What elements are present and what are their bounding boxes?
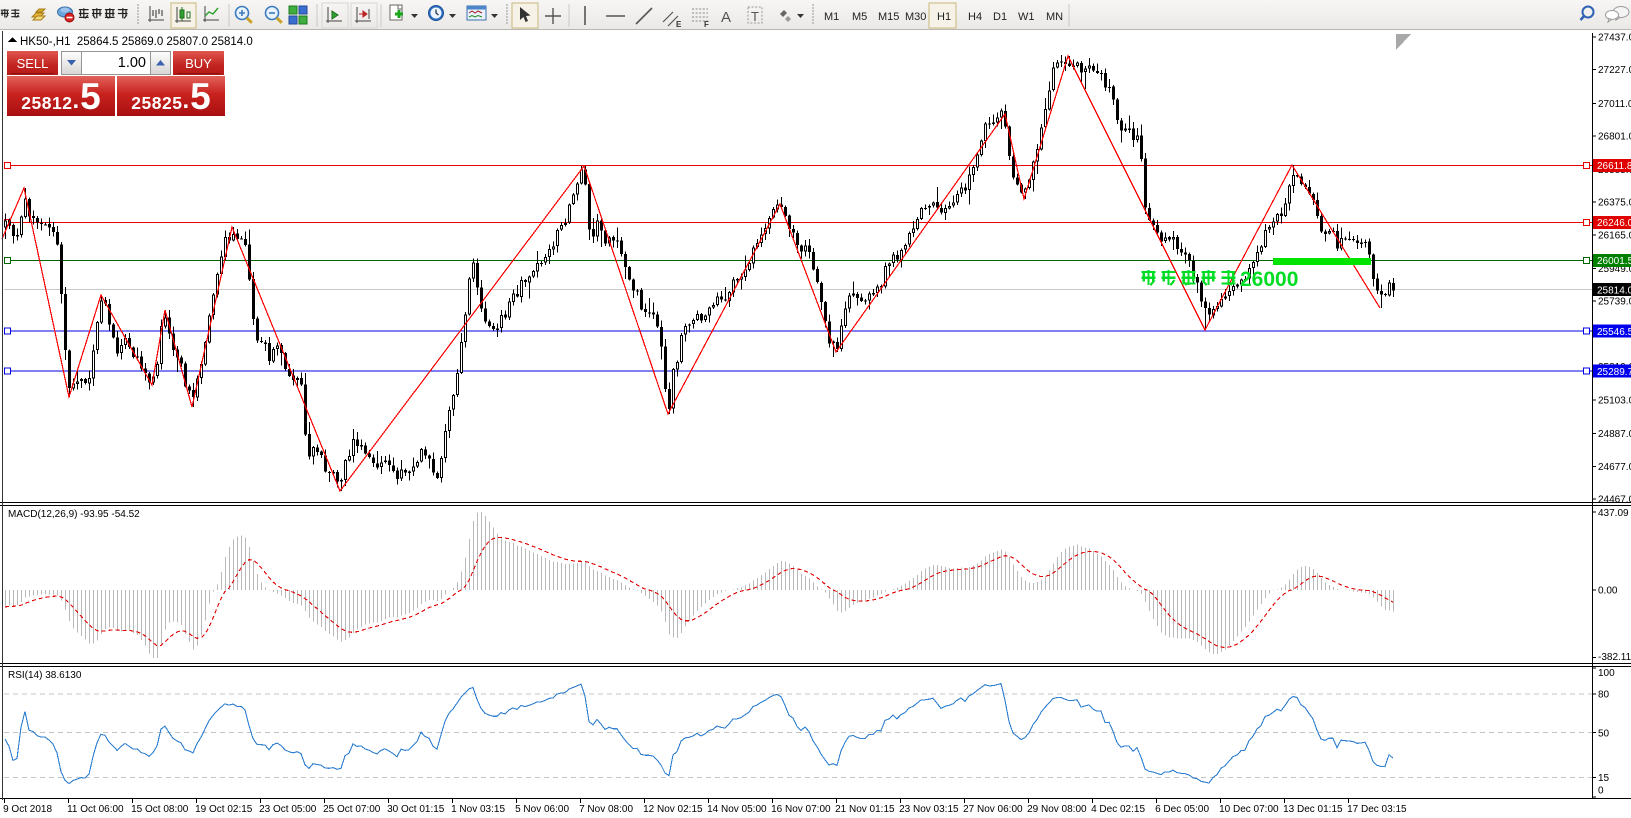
svg-text:25949.0: 25949.0 — [1598, 264, 1631, 275]
svg-text:25 Oct 07:00: 25 Oct 07:00 — [323, 804, 381, 815]
svg-text:14 Nov 05:00: 14 Nov 05:00 — [707, 804, 767, 815]
svg-text:80: 80 — [1598, 690, 1610, 701]
svg-text:12 Nov 02:15: 12 Nov 02:15 — [643, 804, 703, 815]
svg-text:26001.5: 26001.5 — [1597, 256, 1631, 267]
svg-text:25289.7: 25289.7 — [1597, 367, 1631, 378]
svg-text:19 Oct 02:15: 19 Oct 02:15 — [195, 804, 253, 815]
svg-text:A: A — [721, 9, 731, 26]
svg-text:26611.8: 26611.8 — [1597, 161, 1631, 172]
svg-text:F: F — [704, 20, 709, 29]
svg-text:30 Oct 01:15: 30 Oct 01:15 — [387, 804, 445, 815]
svg-text:5 Nov 06:00: 5 Nov 06:00 — [515, 804, 569, 815]
svg-text:-382.11: -382.11 — [1598, 652, 1631, 663]
svg-text:17 Dec 03:15: 17 Dec 03:15 — [1347, 804, 1407, 815]
svg-text:15 Oct 08:00: 15 Oct 08:00 — [131, 804, 189, 815]
svg-text:100: 100 — [1598, 668, 1615, 679]
svg-text:0: 0 — [1598, 786, 1604, 797]
svg-text:M30: M30 — [905, 11, 926, 23]
svg-text:26000: 26000 — [1240, 268, 1298, 291]
svg-text:26246.0: 26246.0 — [1597, 218, 1631, 229]
svg-text:13 Dec 01:15: 13 Dec 01:15 — [1283, 804, 1343, 815]
svg-text:26165.0: 26165.0 — [1598, 230, 1631, 241]
svg-text:W1: W1 — [1018, 11, 1035, 23]
svg-text:25546.5: 25546.5 — [1597, 327, 1631, 338]
svg-text:M5: M5 — [852, 11, 867, 23]
svg-text:26801.0: 26801.0 — [1598, 132, 1631, 143]
svg-text:RSI(14) 38.6130: RSI(14) 38.6130 — [8, 670, 82, 681]
svg-text:50: 50 — [1598, 728, 1610, 739]
svg-text:MN: MN — [1046, 11, 1063, 23]
svg-text:M1: M1 — [824, 11, 839, 23]
svg-text:24467.0: 24467.0 — [1598, 495, 1631, 506]
svg-text:27011.0: 27011.0 — [1598, 99, 1631, 110]
svg-text:1 Nov 03:15: 1 Nov 03:15 — [451, 804, 505, 815]
svg-text:M15: M15 — [878, 11, 899, 23]
svg-text:23 Nov 03:15: 23 Nov 03:15 — [899, 804, 959, 815]
svg-text:H4: H4 — [968, 11, 982, 23]
svg-text:25739.0: 25739.0 — [1598, 297, 1631, 308]
svg-text:HK50-,H1 25864.5 25869.0 2580: HK50-,H1 25864.5 25869.0 25807.0 25814.0 — [20, 36, 253, 48]
svg-text:25814.0: 25814.0 — [1597, 285, 1631, 296]
svg-text:4 Dec 02:15: 4 Dec 02:15 — [1091, 804, 1145, 815]
svg-text:15: 15 — [1598, 773, 1610, 784]
svg-text:11 Oct 06:00: 11 Oct 06:00 — [67, 804, 124, 815]
svg-text:6 Dec 05:00: 6 Dec 05:00 — [1155, 804, 1209, 815]
svg-text:16 Nov 07:00: 16 Nov 07:00 — [771, 804, 831, 815]
svg-text:27437.0: 27437.0 — [1598, 33, 1631, 44]
svg-text:27 Nov 06:00: 27 Nov 06:00 — [963, 804, 1023, 815]
svg-text:27227.0: 27227.0 — [1598, 65, 1631, 76]
svg-text:26375.0: 26375.0 — [1598, 198, 1631, 209]
svg-text:H1: H1 — [937, 11, 951, 23]
svg-text:9 Oct 2018: 9 Oct 2018 — [3, 804, 52, 815]
svg-text:25103.0: 25103.0 — [1598, 396, 1631, 407]
svg-text:T: T — [751, 9, 759, 24]
svg-text:23 Oct 05:00: 23 Oct 05:00 — [259, 804, 317, 815]
svg-text:7 Nov 08:00: 7 Nov 08:00 — [579, 804, 633, 815]
svg-text:21 Nov 01:15: 21 Nov 01:15 — [835, 804, 895, 815]
svg-text:24887.0: 24887.0 — [1598, 429, 1631, 440]
svg-text:10 Dec 07:00: 10 Dec 07:00 — [1219, 804, 1279, 815]
svg-text:437.09: 437.09 — [1598, 508, 1629, 519]
svg-text:MACD(12,26,9) -93.95 -54.52: MACD(12,26,9) -93.95 -54.52 — [8, 509, 140, 520]
svg-text:0.00: 0.00 — [1598, 586, 1618, 597]
svg-text:24677.0: 24677.0 — [1598, 462, 1631, 473]
svg-text:D1: D1 — [993, 11, 1007, 23]
svg-text:29 Nov 08:00: 29 Nov 08:00 — [1027, 804, 1087, 815]
svg-text:E: E — [676, 20, 682, 29]
